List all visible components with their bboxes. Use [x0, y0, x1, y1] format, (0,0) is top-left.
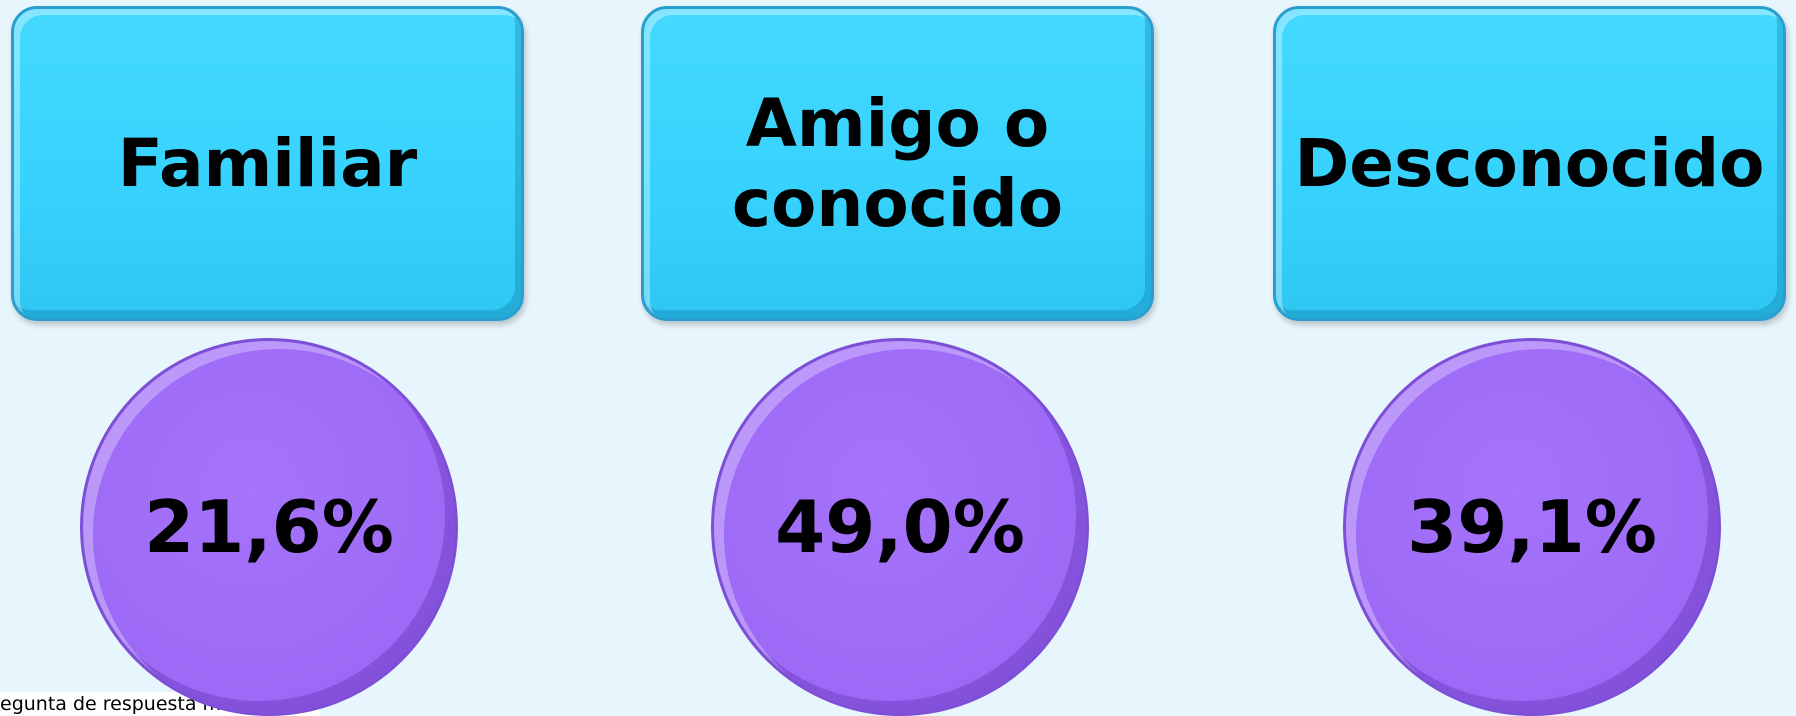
- value-circle: 21,6%: [80, 338, 458, 716]
- category-label: Desconocido: [1294, 124, 1765, 202]
- value-circle: 39,1%: [1343, 338, 1721, 716]
- value-label: 49,0%: [775, 485, 1025, 569]
- value-label: 39,1%: [1407, 485, 1657, 569]
- category-box: Amigo o conocido: [641, 6, 1154, 321]
- category-label: Amigo o conocido: [731, 85, 1064, 242]
- value-circle: 49,0%: [711, 338, 1089, 716]
- category-label: Familiar: [117, 124, 418, 202]
- category-box: Familiar: [11, 6, 524, 321]
- category-box: Desconocido: [1273, 6, 1786, 321]
- value-label: 21,6%: [144, 485, 394, 569]
